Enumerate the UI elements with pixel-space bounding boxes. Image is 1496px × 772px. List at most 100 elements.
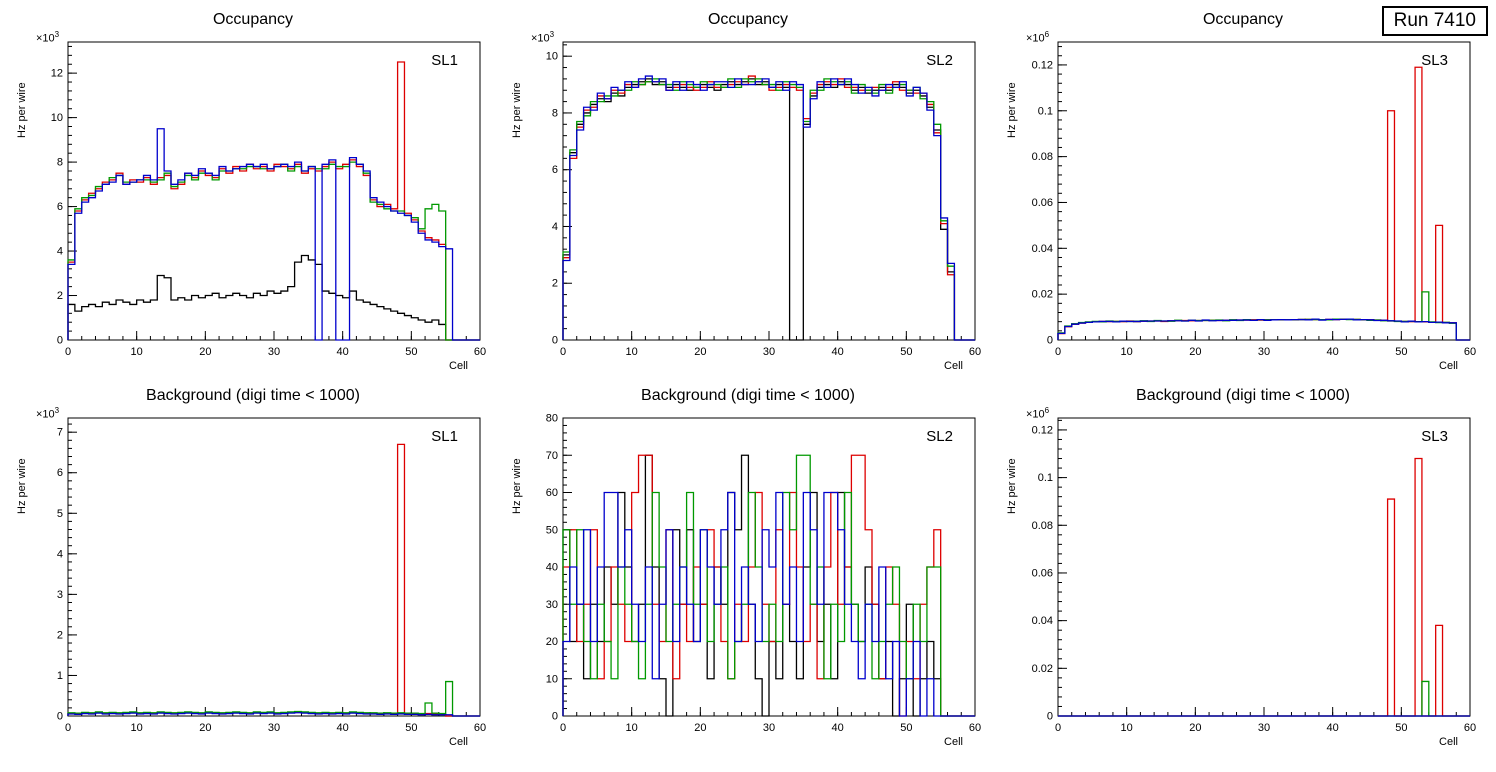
svg-text:10: 10 [546, 673, 558, 685]
scale-exp: 3 [549, 30, 555, 39]
svg-text:2: 2 [57, 629, 63, 641]
svg-text:10: 10 [626, 346, 638, 358]
svg-text:0.08: 0.08 [1032, 151, 1053, 163]
svg-text:60: 60 [969, 722, 981, 734]
svg-text:7: 7 [57, 427, 63, 439]
svg-text:50: 50 [405, 722, 417, 734]
svg-text:0: 0 [1047, 335, 1053, 347]
panel-occupancy-sl3: Occupancy ×106 SL3 Hz per wire 0 10 20 30 40… [1000, 6, 1486, 382]
svg-text:0: 0 [65, 346, 71, 358]
svg-text:50: 50 [900, 346, 912, 358]
svg-text:50: 50 [405, 346, 417, 358]
svg-text:40: 40 [1327, 346, 1339, 358]
y-axis-scale-exponent: ×103 [36, 406, 59, 421]
svg-text:40: 40 [337, 346, 349, 358]
svg-text:30: 30 [1258, 722, 1270, 734]
svg-text:70: 70 [546, 450, 558, 462]
svg-text:60: 60 [969, 346, 981, 358]
svg-text:20: 20 [199, 346, 211, 358]
y-axis-scale-exponent: ×103 [531, 30, 554, 45]
panel-occupancy-sl2: Occupancy ×103 SL2 Hz per wire 0 10 20 30 40… [505, 6, 991, 382]
run-label-box: Run 7410 [1381, 6, 1488, 36]
y-axis-scale-exponent: ×106 [1026, 406, 1049, 421]
svg-text:60: 60 [474, 722, 486, 734]
svg-text:10: 10 [131, 722, 143, 734]
x-axis-label: Cell [944, 736, 963, 748]
svg-text:0.12: 0.12 [1032, 424, 1053, 436]
scale-base: ×10 [36, 32, 55, 45]
svg-text:0.1: 0.1 [1038, 105, 1053, 117]
svg-text:30: 30 [268, 722, 280, 734]
svg-text:0: 0 [552, 335, 558, 347]
svg-text:0: 0 [1055, 722, 1061, 734]
svg-text:30: 30 [1258, 346, 1270, 358]
svg-text:0.02: 0.02 [1032, 289, 1053, 301]
svg-text:0.04: 0.04 [1032, 615, 1053, 627]
svg-text:30: 30 [763, 722, 775, 734]
svg-text:20: 20 [199, 722, 211, 734]
x-axis-label: Cell [1439, 360, 1458, 372]
svg-text:0: 0 [1055, 346, 1061, 358]
panel-occupancy-sl1: Occupancy ×103 SL1 Hz per wire 0 10 20 30 40… [10, 6, 496, 382]
scale-base: ×10 [1026, 408, 1045, 421]
svg-text:4: 4 [57, 548, 63, 560]
y-axis-label: Hz per wire [1006, 458, 1018, 514]
svg-text:0: 0 [1047, 711, 1053, 723]
svg-text:20: 20 [694, 722, 706, 734]
svg-text:40: 40 [546, 562, 558, 574]
svg-text:8: 8 [552, 107, 558, 119]
chart-title: Background (digi time < 1000) [146, 387, 360, 404]
chart-title: Occupancy [1202, 11, 1284, 28]
panel-corner-label: SL3 [1421, 428, 1448, 445]
svg-text:20: 20 [694, 346, 706, 358]
svg-text:5: 5 [57, 508, 63, 520]
scale-exp: 6 [1044, 406, 1050, 415]
panel-corner-label: SL2 [926, 428, 953, 445]
svg-text:0: 0 [57, 711, 63, 723]
svg-text:10: 10 [51, 112, 63, 124]
svg-text:0.02: 0.02 [1032, 663, 1053, 675]
y-axis-label: Hz per wire [511, 82, 523, 138]
histogram-plot: 0 10 20 30 40 50 60 0 10 20 30 40 50 60 70 80 [546, 413, 981, 735]
svg-text:12: 12 [51, 68, 63, 80]
histogram-plot: 0 10 20 30 40 50 60 0 2 4 6 8 10 [546, 41, 981, 358]
scale-exp: 3 [54, 30, 60, 39]
svg-text:6: 6 [552, 164, 558, 176]
svg-text:50: 50 [546, 524, 558, 536]
svg-text:0.1: 0.1 [1038, 472, 1053, 484]
histogram-plot: 0 10 20 30 40 50 60 0 2 4 6 8 10 12 [51, 41, 486, 358]
x-axis-label: Cell [944, 360, 963, 372]
svg-text:10: 10 [131, 346, 143, 358]
svg-text:60: 60 [546, 487, 558, 499]
plot-grid: Occupancy ×103 SL1 Hz per wire 0 10 20 30 40… [10, 6, 1486, 758]
y-axis-label: Hz per wire [16, 82, 28, 138]
svg-text:3: 3 [57, 589, 63, 601]
scale-base: ×10 [36, 408, 55, 421]
svg-text:60: 60 [1464, 346, 1476, 358]
scale-base: ×10 [531, 32, 550, 45]
y-axis-scale-exponent: ×106 [1026, 30, 1049, 45]
svg-text:0: 0 [560, 722, 566, 734]
svg-text:50: 50 [1395, 722, 1407, 734]
svg-text:20: 20 [1189, 346, 1201, 358]
y-axis-label: Hz per wire [511, 458, 523, 514]
svg-text:30: 30 [546, 599, 558, 611]
svg-text:8: 8 [57, 157, 63, 169]
svg-text:60: 60 [474, 346, 486, 358]
svg-text:2: 2 [552, 278, 558, 290]
svg-text:0: 0 [552, 711, 558, 723]
svg-text:6: 6 [57, 201, 63, 213]
panel-background-sl1: Background (digi time < 1000) ×103 SL1 H… [10, 382, 496, 758]
panel-corner-label: SL1 [431, 428, 458, 445]
panel-corner-label: SL1 [431, 52, 458, 69]
svg-text:0.06: 0.06 [1032, 567, 1053, 579]
svg-text:1: 1 [57, 670, 63, 682]
svg-text:40: 40 [337, 722, 349, 734]
svg-text:30: 30 [268, 346, 280, 358]
svg-text:0.12: 0.12 [1032, 59, 1053, 71]
svg-text:20: 20 [546, 636, 558, 648]
x-axis-label: Cell [1439, 736, 1458, 748]
svg-text:50: 50 [1395, 346, 1407, 358]
svg-text:30: 30 [763, 346, 775, 358]
